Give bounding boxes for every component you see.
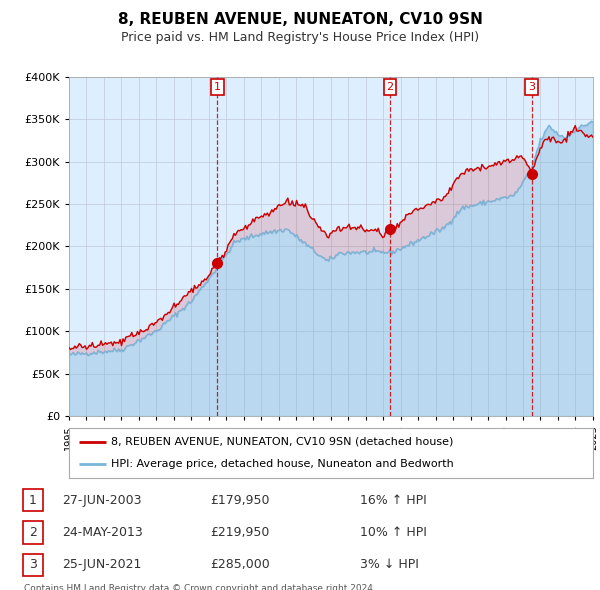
Text: 2: 2 xyxy=(386,82,394,92)
Text: Price paid vs. HM Land Registry's House Price Index (HPI): Price paid vs. HM Land Registry's House … xyxy=(121,31,479,44)
Text: 10% ↑ HPI: 10% ↑ HPI xyxy=(360,526,427,539)
Text: £179,950: £179,950 xyxy=(210,493,270,507)
Text: 1: 1 xyxy=(214,82,221,92)
Text: HPI: Average price, detached house, Nuneaton and Bedworth: HPI: Average price, detached house, Nune… xyxy=(111,459,454,469)
Text: 24-MAY-2013: 24-MAY-2013 xyxy=(62,526,142,539)
Text: 3: 3 xyxy=(528,82,535,92)
Text: 8, REUBEN AVENUE, NUNEATON, CV10 9SN (detached house): 8, REUBEN AVENUE, NUNEATON, CV10 9SN (de… xyxy=(111,437,453,447)
Text: £285,000: £285,000 xyxy=(210,558,270,572)
Text: 25-JUN-2021: 25-JUN-2021 xyxy=(62,558,142,572)
Text: 2: 2 xyxy=(29,526,37,539)
Text: 3: 3 xyxy=(29,558,37,572)
Text: Contains HM Land Registry data © Crown copyright and database right 2024.: Contains HM Land Registry data © Crown c… xyxy=(24,584,376,590)
Text: 3% ↓ HPI: 3% ↓ HPI xyxy=(360,558,419,572)
Text: 27-JUN-2003: 27-JUN-2003 xyxy=(62,493,142,507)
Text: 1: 1 xyxy=(29,493,37,507)
Text: 8, REUBEN AVENUE, NUNEATON, CV10 9SN: 8, REUBEN AVENUE, NUNEATON, CV10 9SN xyxy=(118,12,482,27)
Text: £219,950: £219,950 xyxy=(211,526,269,539)
Text: 16% ↑ HPI: 16% ↑ HPI xyxy=(360,493,427,507)
